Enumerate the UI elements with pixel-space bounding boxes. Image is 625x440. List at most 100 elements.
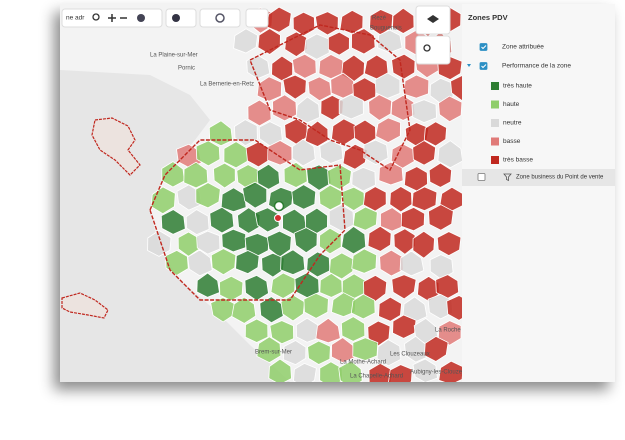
zone-cell[interactable] [375,117,401,143]
zone-cell[interactable] [411,99,437,124]
zone-cell[interactable] [235,250,260,275]
zone-cell[interactable] [437,140,463,169]
zone-cell[interactable] [291,53,317,79]
expand-caret[interactable] [467,64,471,67]
zone-cell[interactable] [280,249,306,276]
zone-cell[interactable] [412,230,435,259]
zone-cell[interactable] [388,364,413,390]
zone-cell[interactable] [319,139,344,164]
zone-cell[interactable] [256,76,283,102]
zone-cell[interactable] [412,358,438,382]
zone-cell[interactable] [272,94,298,122]
zone-cell[interactable] [196,272,220,298]
zone-cell[interactable] [352,337,379,361]
pdv-marker[interactable] [273,200,285,212]
zone-cell[interactable] [378,161,404,186]
zone-cell[interactable] [256,336,282,364]
zone-cell[interactable] [352,206,378,231]
zone-cell[interactable] [187,249,213,277]
zone-cell[interactable] [147,230,172,257]
search-icon[interactable] [92,13,100,21]
zone-cell[interactable] [327,31,350,56]
zone-cell[interactable] [423,335,449,362]
zone-cell[interactable] [291,184,317,210]
globe-button[interactable] [137,14,145,22]
zone-cell[interactable] [295,317,321,343]
zone-cell[interactable] [282,74,307,100]
target-button[interactable] [199,8,241,28]
zone-cell[interactable] [256,163,281,190]
zoom-buttons[interactable] [108,14,127,22]
zone-cell[interactable] [295,96,321,124]
zone-cell[interactable] [318,54,344,80]
zone-cell[interactable] [242,181,268,209]
zone-cell[interactable] [437,320,462,346]
pdv-point[interactable] [274,214,282,222]
zone-cell[interactable] [307,76,332,102]
zone-cell[interactable] [338,94,364,120]
zone-cell[interactable] [183,161,209,189]
zone-cell[interactable] [378,296,402,322]
zone-cell[interactable] [244,318,269,343]
zone-cell[interactable] [247,99,272,127]
zone-cell[interactable] [338,360,363,388]
zone-cell[interactable] [268,358,292,384]
zone-cell[interactable] [400,206,426,232]
zone-cell[interactable] [393,228,416,255]
draw-button[interactable] [245,8,269,28]
zone-cell[interactable] [303,292,329,319]
zone-cell[interactable] [267,140,293,166]
zone-cell[interactable] [327,164,352,190]
checkbox[interactable] [477,173,486,181]
zone-cell[interactable] [210,248,237,276]
zone-cell[interactable] [293,362,317,387]
zone-cell[interactable] [195,182,221,209]
zone-cell[interactable] [392,7,415,34]
zone-cell[interactable] [341,225,367,255]
layer-row[interactable] [462,169,615,186]
zone-cell[interactable] [392,314,417,339]
marker-button[interactable] [415,35,451,65]
zone-cell[interactable] [213,162,236,189]
zone-cell[interactable] [284,31,308,58]
zone-cell[interactable] [351,248,378,274]
zone-cell[interactable] [368,94,393,121]
zone-cell[interactable] [390,94,416,121]
zone-cell[interactable] [351,166,376,192]
checkbox[interactable] [479,62,488,70]
zone-cell[interactable] [450,75,474,101]
zone-cell[interactable] [161,161,185,188]
zone-cell[interactable] [428,162,453,188]
zone-cell[interactable] [367,320,391,347]
zone-cell[interactable] [438,95,462,123]
zone-cell[interactable] [254,207,280,233]
zone-cell[interactable] [195,140,221,167]
zone-cell[interactable] [376,339,402,367]
zone-cell[interactable] [219,275,244,302]
zone-cell[interactable] [438,360,463,384]
zone-cell[interactable] [428,204,454,231]
zone-cell[interactable] [391,53,416,80]
zone-cell[interactable] [363,274,388,302]
zone-cell[interactable] [363,139,389,166]
zone-cell[interactable] [231,296,257,324]
zone-cell[interactable] [266,6,292,33]
zone-cell[interactable] [282,340,307,366]
zone-cell[interactable] [436,231,462,257]
zone-cell[interactable] [341,54,365,83]
zone-cell[interactable] [233,119,258,147]
zone-cell[interactable] [389,186,413,213]
zone-cell[interactable] [377,29,403,54]
zone-cell[interactable] [293,227,318,254]
zone-cell[interactable] [412,140,437,166]
zone-cell[interactable] [446,295,470,321]
zone-cell[interactable] [399,250,425,277]
zone-cell[interactable] [391,274,417,300]
zone-cell[interactable] [160,209,186,235]
zone-cell[interactable] [403,74,430,99]
zone-cell[interactable] [411,186,438,212]
info-button[interactable] [165,8,197,28]
zone-cell[interactable] [423,121,448,147]
zone-cell[interactable] [233,28,259,54]
zone-cell[interactable] [315,317,341,344]
